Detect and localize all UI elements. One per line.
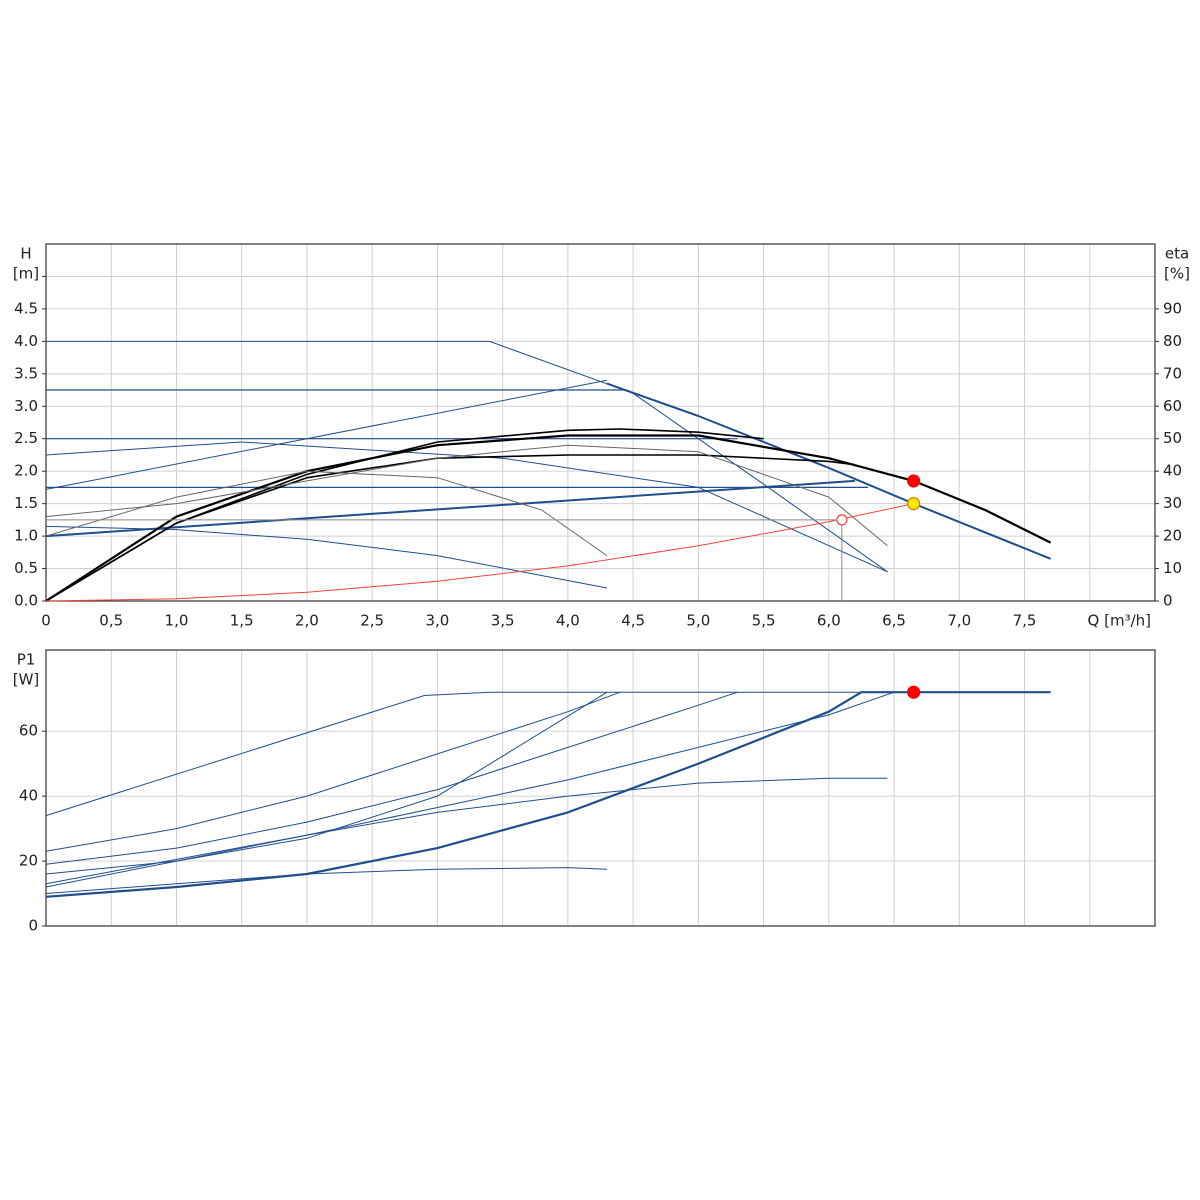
y2-tick-label: 50 [1163, 429, 1182, 447]
y2-tick-label: 60 [1163, 397, 1182, 415]
plot-frame [45, 243, 1156, 602]
y2-tick-label: 70 [1163, 364, 1182, 382]
x-tick-label: 0 [41, 612, 51, 630]
curve [45, 444, 888, 547]
y-axis-label: [m] [13, 265, 39, 283]
y-tick-label: 0.0 [14, 592, 38, 610]
x-tick-label: 7,5 [1013, 612, 1037, 630]
x-tick-label: 1,5 [230, 612, 254, 630]
x-tick-label: 3,5 [491, 612, 515, 630]
curve [45, 525, 608, 589]
y-axis-label: H [20, 245, 31, 263]
curve [45, 691, 621, 852]
x-tick-label: 0,5 [99, 612, 123, 630]
y-tick-label: 60 [19, 722, 38, 740]
x-tick-label: 4,5 [621, 612, 645, 630]
x-tick-label: 5,5 [752, 612, 776, 630]
curve [45, 777, 888, 888]
curve [45, 441, 888, 573]
y-tick-label: 0 [28, 917, 38, 935]
curve [45, 691, 608, 875]
x-tick-label: 7,0 [947, 612, 971, 630]
y-tick-label: 1.5 [14, 494, 38, 512]
y-tick-label: 3.5 [14, 364, 38, 382]
x-tick-label: 1,0 [165, 612, 189, 630]
curve [45, 691, 1051, 817]
x-tick-label: 6,0 [817, 612, 841, 630]
y2-tick-label: 30 [1163, 494, 1182, 512]
plot-frame [45, 649, 1156, 927]
curve [45, 691, 738, 865]
x-axis-label: Q [m³/h] [1088, 612, 1151, 630]
y2-axis-label: [%] [1164, 265, 1190, 283]
y-tick-label: 4.5 [14, 299, 38, 317]
duty-point [907, 685, 921, 699]
curve [45, 503, 914, 602]
y-tick-label: 1.0 [14, 527, 38, 545]
x-tick-label: 3,0 [425, 612, 449, 630]
x-tick-label: 2,5 [360, 612, 384, 630]
x-tick-label: 5,0 [686, 612, 710, 630]
y2-axis-label: eta [1165, 245, 1189, 263]
duty-point [907, 497, 921, 511]
y-axis-label: P1 [17, 651, 36, 669]
y2-tick-label: 40 [1163, 462, 1182, 480]
curve [45, 434, 1052, 602]
curve [45, 691, 1051, 898]
y-tick-label: 2.0 [14, 462, 38, 480]
curve [45, 379, 608, 490]
curve [45, 479, 855, 538]
y-tick-label: 3.0 [14, 397, 38, 415]
y2-tick-label: 20 [1163, 527, 1182, 545]
curve [45, 454, 856, 602]
y-tick-label: 4.0 [14, 332, 38, 350]
x-tick-label: 6,5 [882, 612, 906, 630]
y2-tick-label: 0 [1163, 592, 1173, 610]
y2-tick-label: 10 [1163, 559, 1182, 577]
curve [45, 691, 895, 885]
y-tick-label: 20 [19, 852, 38, 870]
y2-tick-label: 90 [1163, 299, 1182, 317]
x-tick-label: 2,0 [295, 612, 319, 630]
y-tick-label: 2.5 [14, 429, 38, 447]
y2-tick-label: 80 [1163, 332, 1182, 350]
y-tick-label: 40 [19, 787, 38, 805]
curve [45, 470, 608, 557]
y-tick-label: 0.5 [14, 559, 38, 577]
curve [45, 867, 608, 894]
x-tick-label: 4,0 [556, 612, 580, 630]
y-axis-label: [W] [13, 671, 40, 689]
duty-point [907, 474, 921, 488]
curve [606, 382, 1051, 560]
duty-point [836, 514, 848, 526]
